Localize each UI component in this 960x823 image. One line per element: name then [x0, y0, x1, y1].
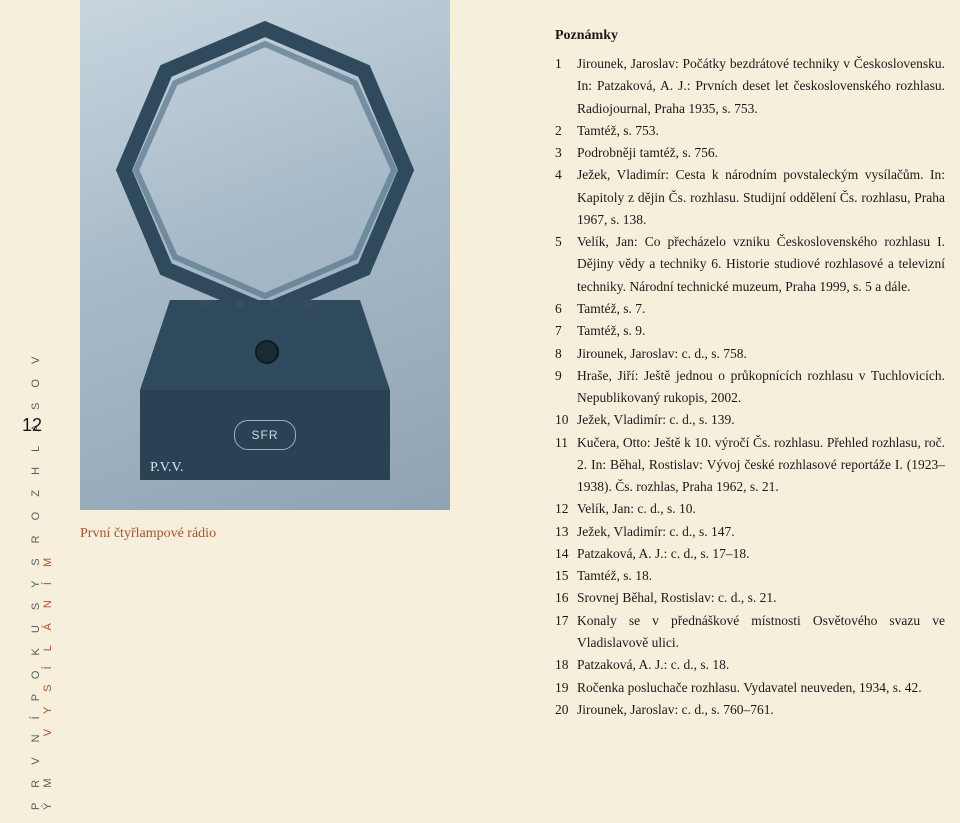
footnote-text: Ježek, Vladimír: c. d., s. 147.: [577, 521, 945, 543]
footnote-text: Tamtéž, s. 7.: [577, 298, 945, 320]
footnote-item: 6Tamtéž, s. 7.: [555, 298, 945, 320]
footnote-item: 7Tamtéž, s. 9.: [555, 320, 945, 342]
footnote-item: 3Podrobněji tamtéž, s. 756.: [555, 142, 945, 164]
footnote-item: 14Patzaková, A. J.: c. d., s. 17–18.: [555, 543, 945, 565]
footnote-number: 1: [555, 53, 577, 120]
footnote-item: 10Ježek, Vladimír: c. d., s. 139.: [555, 409, 945, 431]
footnote-number: 19: [555, 677, 577, 699]
radio-loop-antenna: [115, 20, 415, 320]
footnote-number: 6: [555, 298, 577, 320]
footnote-text: Patzaková, A. J.: c. d., s. 18.: [577, 654, 945, 676]
footnote-number: 8: [555, 343, 577, 365]
footnote-text: Tamtéž, s. 753.: [577, 120, 945, 142]
footnote-item: 15Tamtéž, s. 18.: [555, 565, 945, 587]
footnotes-list: 1Jirounek, Jaroslav: Počátky bezdrátové …: [555, 53, 945, 721]
footnote-text: Patzaková, A. J.: c. d., s. 17–18.: [577, 543, 945, 565]
footnote-item: 4Ježek, Vladimír: Cesta k národním povst…: [555, 164, 945, 231]
footnote-text: Jirounek, Jaroslav: Počátky bezdrátové t…: [577, 53, 945, 120]
footnote-text: Konaly se v přednáškové místnosti Osvěto…: [577, 610, 945, 655]
footnote-item: 16Srovnej Běhal, Rostislav: c. d., s. 21…: [555, 587, 945, 609]
footnote-number: 4: [555, 164, 577, 231]
footnote-number: 15: [555, 565, 577, 587]
page: P R V N Í P O K U S Y S R O Z H L A S O …: [0, 0, 960, 823]
footnote-text: Srovnej Běhal, Rostislav: c. d., s. 21.: [577, 587, 945, 609]
footnote-text: Jirounek, Jaroslav: c. d., s. 760–761.: [577, 699, 945, 721]
radio-base: SFR P.V.V.: [140, 300, 390, 480]
figure: SFR P.V.V. První čtyřlampové rádio: [80, 0, 450, 542]
footnote-number: 16: [555, 587, 577, 609]
footnote-text: Velík, Jan: c. d., s. 10.: [577, 498, 945, 520]
footnote-text: Tamtéž, s. 18.: [577, 565, 945, 587]
footnote-text: Ročenka posluchače rozhlasu. Vydavatel n…: [577, 677, 945, 699]
footnotes-heading: Poznámky: [555, 24, 945, 47]
page-number: 12: [22, 415, 42, 436]
footnote-number: 9: [555, 365, 577, 410]
footnote-item: 1Jirounek, Jaroslav: Počátky bezdrátové …: [555, 53, 945, 120]
footnote-text: Ježek, Vladimír: c. d., s. 139.: [577, 409, 945, 431]
running-head-part-2: V Y S Í L Á N Í M: [42, 552, 54, 736]
footnote-item: 5Velík, Jan: Co přecházelo vzniku Českos…: [555, 231, 945, 298]
footnote-number: 12: [555, 498, 577, 520]
footnotes: Poznámky 1Jirounek, Jaroslav: Počátky be…: [555, 24, 945, 721]
footnote-item: 13Ježek, Vladimír: c. d., s. 147.: [555, 521, 945, 543]
footnote-item: 8Jirounek, Jaroslav: c. d., s. 758.: [555, 343, 945, 365]
footnote-item: 19Ročenka posluchače rozhlasu. Vydavatel…: [555, 677, 945, 699]
footnote-number: 20: [555, 699, 577, 721]
footnote-item: 11Kučera, Otto: Ještě k 10. výročí Čs. r…: [555, 432, 945, 499]
footnote-number: 11: [555, 432, 577, 499]
footnote-text: Jirounek, Jaroslav: c. d., s. 758.: [577, 343, 945, 365]
footnote-number: 2: [555, 120, 577, 142]
footnote-number: 18: [555, 654, 577, 676]
footnote-item: 18Patzaková, A. J.: c. d., s. 18.: [555, 654, 945, 676]
footnote-number: 10: [555, 409, 577, 431]
footnote-number: 5: [555, 231, 577, 298]
figure-image: SFR P.V.V.: [80, 0, 450, 510]
tuning-dial: [255, 340, 279, 364]
footnote-text: Podrobněji tamtéž, s. 756.: [577, 142, 945, 164]
footnote-item: 9Hraše, Jiří: Ještě jednou o průkopnícíc…: [555, 365, 945, 410]
footnote-number: 3: [555, 142, 577, 164]
footnote-text: Kučera, Otto: Ještě k 10. výročí Čs. roz…: [577, 432, 945, 499]
figure-caption: První čtyřlampové rádio: [80, 526, 450, 542]
footnote-item: 12Velík, Jan: c. d., s. 10.: [555, 498, 945, 520]
footnote-text: Tamtéž, s. 9.: [577, 320, 945, 342]
footnote-number: 7: [555, 320, 577, 342]
hand-label: P.V.V.: [150, 460, 183, 476]
footnote-text: Ježek, Vladimír: Cesta k národním povsta…: [577, 164, 945, 231]
footnote-item: 2Tamtéž, s. 753.: [555, 120, 945, 142]
footnote-item: 17Konaly se v přednáškové místnosti Osvě…: [555, 610, 945, 655]
footnote-number: 13: [555, 521, 577, 543]
footnote-item: 20Jirounek, Jaroslav: c. d., s. 760–761.: [555, 699, 945, 721]
footnote-text: Hraše, Jiří: Ještě jednou o průkopnících…: [577, 365, 945, 410]
brand-plaque: SFR: [234, 420, 296, 450]
footnote-number: 14: [555, 543, 577, 565]
footnote-text: Velík, Jan: Co přecházelo vzniku Českosl…: [577, 231, 945, 298]
footnote-number: 17: [555, 610, 577, 655]
